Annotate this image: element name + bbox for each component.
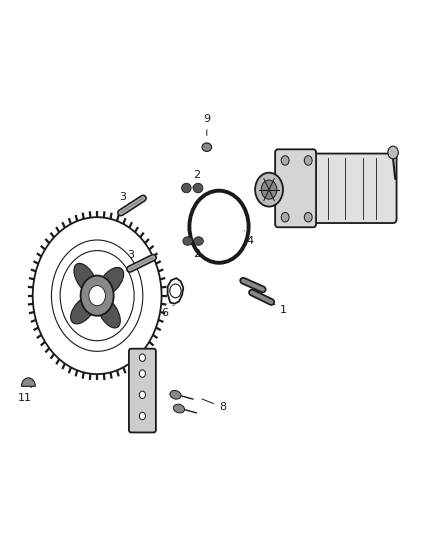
FancyBboxPatch shape [275, 149, 316, 227]
Text: 1: 1 [263, 297, 287, 315]
FancyBboxPatch shape [307, 154, 396, 223]
Circle shape [60, 251, 134, 341]
Circle shape [139, 413, 145, 419]
Ellipse shape [99, 268, 124, 295]
Ellipse shape [170, 391, 181, 399]
Ellipse shape [74, 263, 97, 294]
Ellipse shape [173, 404, 184, 413]
Circle shape [89, 286, 106, 306]
Text: 3: 3 [119, 191, 131, 206]
Text: 8: 8 [202, 399, 226, 412]
Ellipse shape [71, 296, 95, 324]
Ellipse shape [98, 297, 120, 328]
Circle shape [81, 276, 114, 316]
Circle shape [304, 156, 312, 165]
Text: 5: 5 [93, 334, 100, 352]
Circle shape [139, 370, 145, 377]
Circle shape [170, 284, 181, 298]
Text: 4: 4 [244, 231, 254, 246]
Circle shape [281, 213, 289, 222]
Ellipse shape [194, 237, 203, 245]
Text: 9: 9 [203, 114, 210, 135]
Circle shape [304, 213, 312, 222]
Circle shape [139, 354, 145, 361]
Text: 10: 10 [370, 203, 384, 223]
Circle shape [255, 173, 283, 207]
Circle shape [388, 146, 398, 159]
Circle shape [261, 180, 277, 199]
Circle shape [139, 391, 145, 399]
Ellipse shape [183, 237, 192, 245]
Text: 11: 11 [18, 386, 32, 403]
Ellipse shape [193, 183, 203, 193]
Text: 7: 7 [127, 398, 141, 408]
Text: 2: 2 [193, 171, 200, 188]
Ellipse shape [182, 183, 191, 193]
Wedge shape [21, 378, 35, 386]
Text: 2: 2 [193, 241, 200, 259]
Text: 3: 3 [127, 250, 140, 262]
Circle shape [33, 217, 162, 374]
Text: 6: 6 [161, 305, 173, 318]
Circle shape [51, 240, 143, 351]
Ellipse shape [202, 143, 212, 151]
FancyBboxPatch shape [129, 349, 156, 432]
Circle shape [281, 156, 289, 165]
